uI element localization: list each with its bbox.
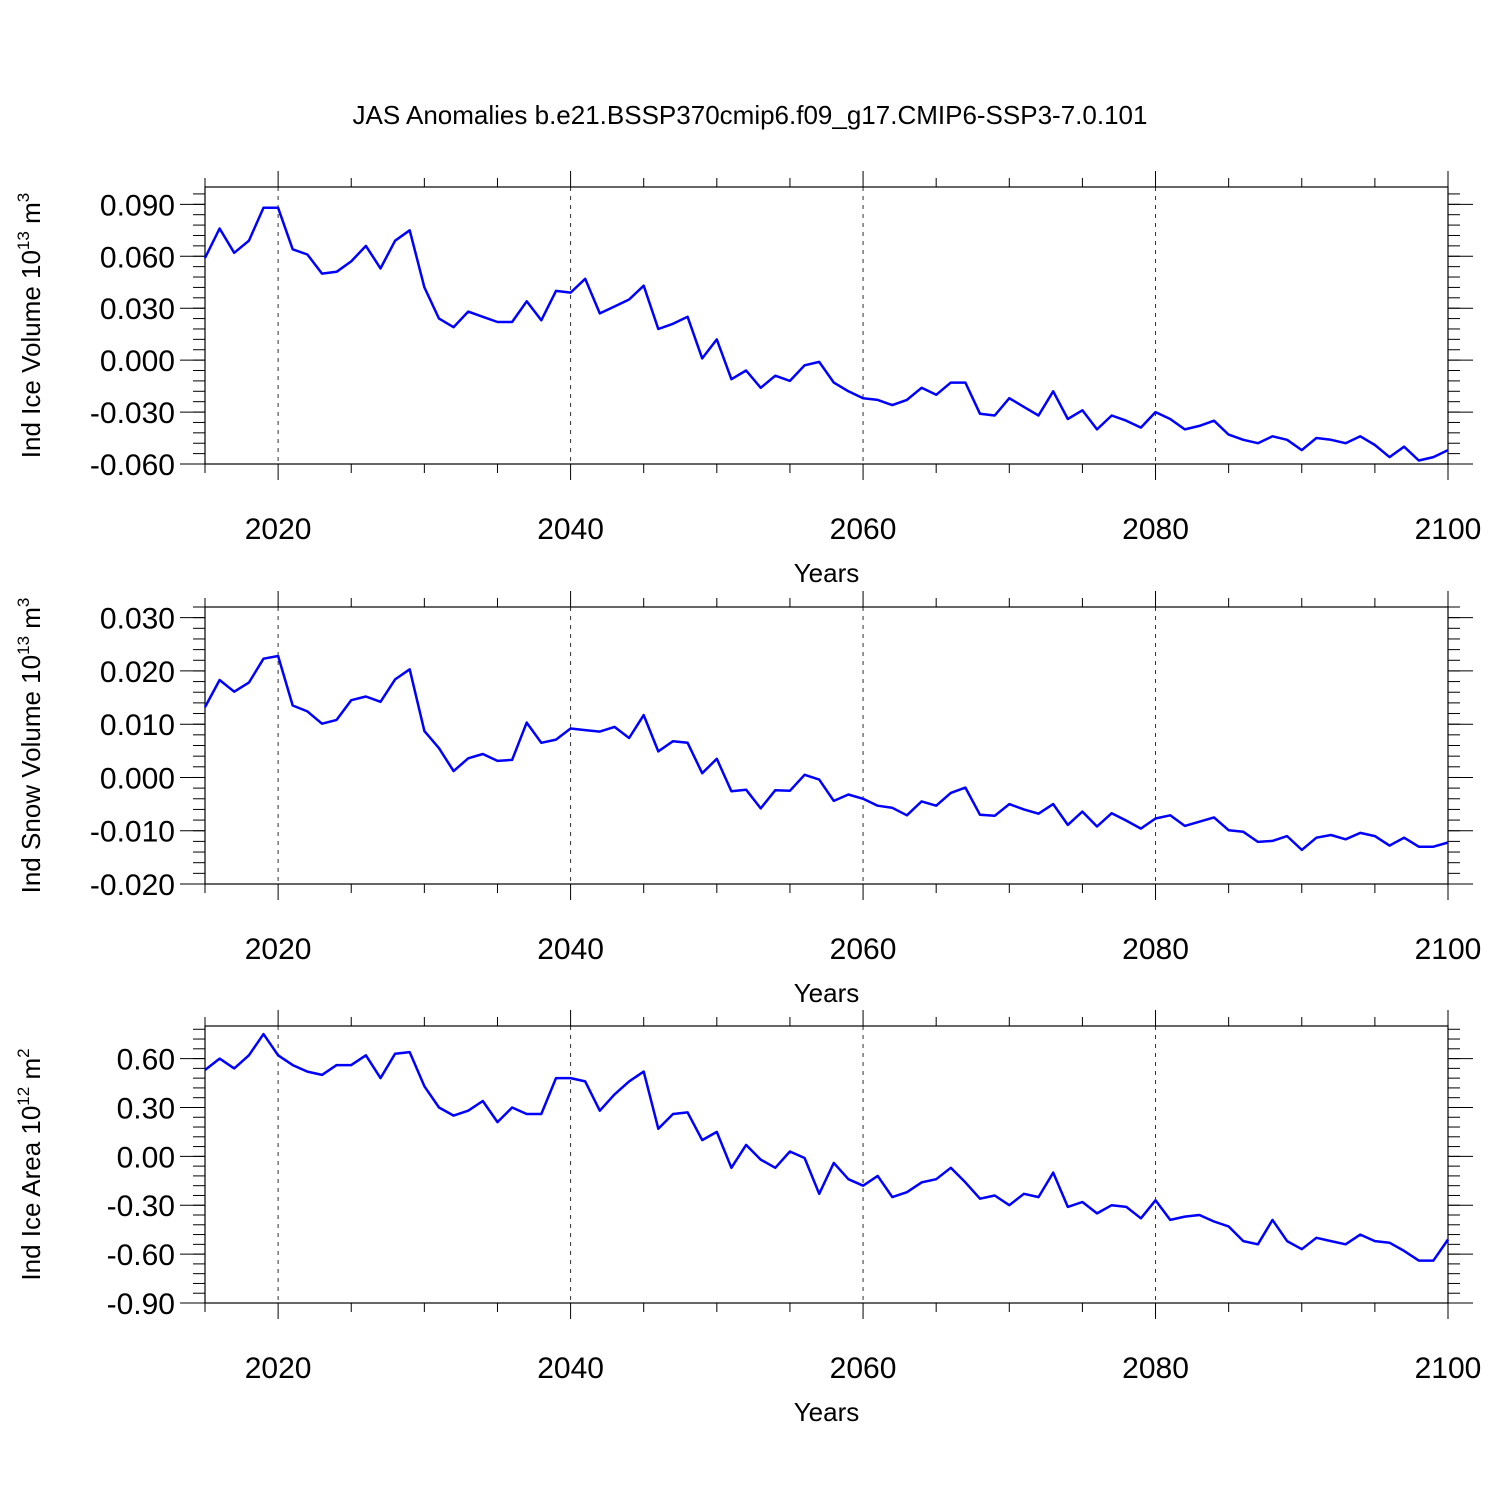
x-tick-label: 2040	[537, 1352, 604, 1385]
figure-title: JAS Anomalies b.e21.BSSP370cmip6.f09_g17…	[353, 100, 1148, 130]
y-tick-label: -0.020	[90, 869, 175, 902]
x-tick-label: 2020	[245, 933, 312, 966]
x-tick-label: 2040	[537, 513, 604, 546]
x-tick-label: 2020	[245, 1352, 312, 1385]
y-tick-label: 0.030	[100, 293, 175, 326]
x-tick-label: 2100	[1415, 1352, 1482, 1385]
chart-panel-3: -0.90 -0.60 -0.30 0.00 0.30 0.60 2020 2040 2060 2…	[14, 1010, 1481, 1427]
y-tick-label: 0.000	[100, 762, 175, 795]
y-tick-label: 0.020	[100, 656, 175, 689]
plot-frame	[204, 606, 1449, 885]
y-tick-label: 0.30	[117, 1092, 175, 1125]
x-tick-label: 2080	[1122, 513, 1189, 546]
x-tick-label: 2060	[830, 513, 897, 546]
y-tick-label: 0.00	[117, 1141, 175, 1174]
series-line	[203, 654, 1449, 852]
panels: -0.060 -0.030 0.000 0.030 0.060 0.090 2020 2040…	[14, 171, 1481, 1427]
y-tick-label: -0.030	[90, 397, 175, 430]
series-line	[203, 206, 1449, 462]
y-axis-label: Ind Ice Volume 1013 m3	[14, 193, 46, 458]
x-tick-label: 2080	[1122, 1352, 1189, 1385]
x-tick-label: 2040	[537, 933, 604, 966]
y-tick-label: -0.30	[107, 1190, 175, 1223]
y-tick-label: -0.060	[90, 449, 175, 482]
y-tick-label: 0.090	[100, 189, 175, 222]
x-tick-label: 2060	[830, 1352, 897, 1385]
y-tick-label: -0.90	[107, 1288, 175, 1321]
y-tick-label: -0.010	[90, 816, 175, 849]
x-axis-label: Years	[794, 558, 860, 588]
plot-frame	[204, 1025, 1449, 1304]
y-tick-label: 0.010	[100, 709, 175, 742]
x-axis-label: Years	[794, 978, 860, 1008]
y-tick-label: 0.60	[117, 1044, 175, 1077]
y-axis-label: Ind Snow Volume 1013 m3	[14, 598, 46, 894]
y-tick-label: 0.060	[100, 241, 175, 274]
chart-panel-1: -0.060 -0.030 0.000 0.030 0.060 0.090 2020 2040…	[14, 171, 1481, 588]
y-tick-label: 0.030	[100, 603, 175, 636]
chart-panel-2: -0.020 -0.010 0.000 0.010 0.020 0.030 2020 2040…	[14, 591, 1481, 1008]
y-tick-label: 0.000	[100, 345, 175, 378]
series-line	[204, 1032, 1450, 1262]
y-tick-label: -0.60	[107, 1239, 175, 1272]
x-tick-label: 2020	[245, 513, 312, 546]
x-tick-label: 2080	[1122, 933, 1189, 966]
x-tick-label: 2100	[1415, 933, 1482, 966]
y-axis-label: Ind Ice Area 1012 m2	[14, 1048, 46, 1280]
x-tick-label: 2100	[1415, 513, 1482, 546]
x-tick-label: 2060	[830, 933, 897, 966]
x-axis-label: Years	[794, 1397, 860, 1427]
plot-frame	[204, 186, 1449, 465]
